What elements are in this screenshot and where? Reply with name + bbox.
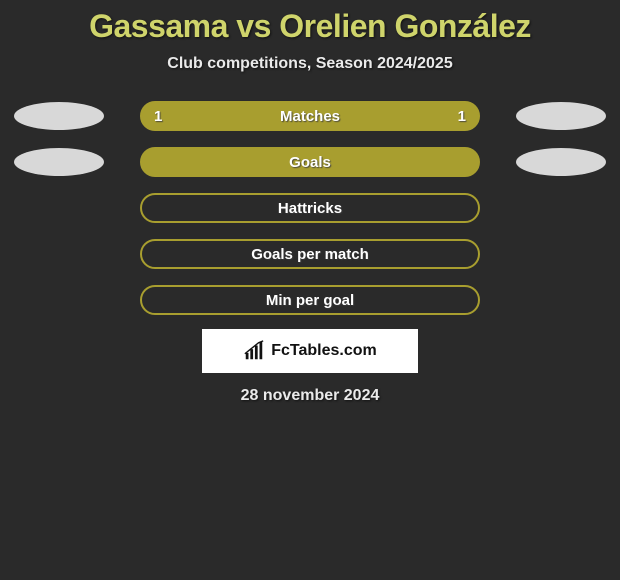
page-subtitle: Club competitions, Season 2024/2025 bbox=[167, 55, 452, 73]
comparison-card: Gassama vs Orelien González Club competi… bbox=[0, 0, 620, 580]
stat-label: Goals per match bbox=[142, 246, 478, 263]
stat-row: Goals bbox=[0, 147, 620, 177]
page-title: Gassama vs Orelien González bbox=[89, 8, 531, 45]
date-label: 28 november 2024 bbox=[241, 387, 380, 405]
stat-row: Goals per match bbox=[0, 239, 620, 269]
right-ellipse bbox=[516, 102, 606, 130]
stat-rows: Matches1 1 Goals Hattricks Goals per match Mi… bbox=[0, 101, 620, 315]
stat-label: Goals bbox=[142, 154, 478, 171]
stat-value-left: 1 bbox=[154, 108, 162, 125]
source-badge[interactable]: FcTables.com bbox=[202, 329, 418, 373]
stat-bar: Hattricks bbox=[140, 193, 480, 223]
stat-bar: Goals per match bbox=[140, 239, 480, 269]
right-ellipse bbox=[516, 148, 606, 176]
stat-bar: Min per goal bbox=[140, 285, 480, 315]
source-badge-label: FcTables.com bbox=[271, 342, 377, 360]
left-ellipse bbox=[14, 148, 104, 176]
stat-value-right: 1 bbox=[458, 108, 466, 125]
stat-row: Hattricks bbox=[0, 193, 620, 223]
stat-label: Hattricks bbox=[142, 200, 478, 217]
stat-bar: Matches1 1 bbox=[140, 101, 480, 131]
bar-chart-icon bbox=[243, 340, 265, 362]
stat-row: Matches1 1 bbox=[0, 101, 620, 131]
left-ellipse bbox=[14, 102, 104, 130]
stat-bar: Goals bbox=[140, 147, 480, 177]
stat-label: Matches bbox=[142, 108, 478, 125]
stat-row: Min per goal bbox=[0, 285, 620, 315]
stat-label: Min per goal bbox=[142, 292, 478, 309]
